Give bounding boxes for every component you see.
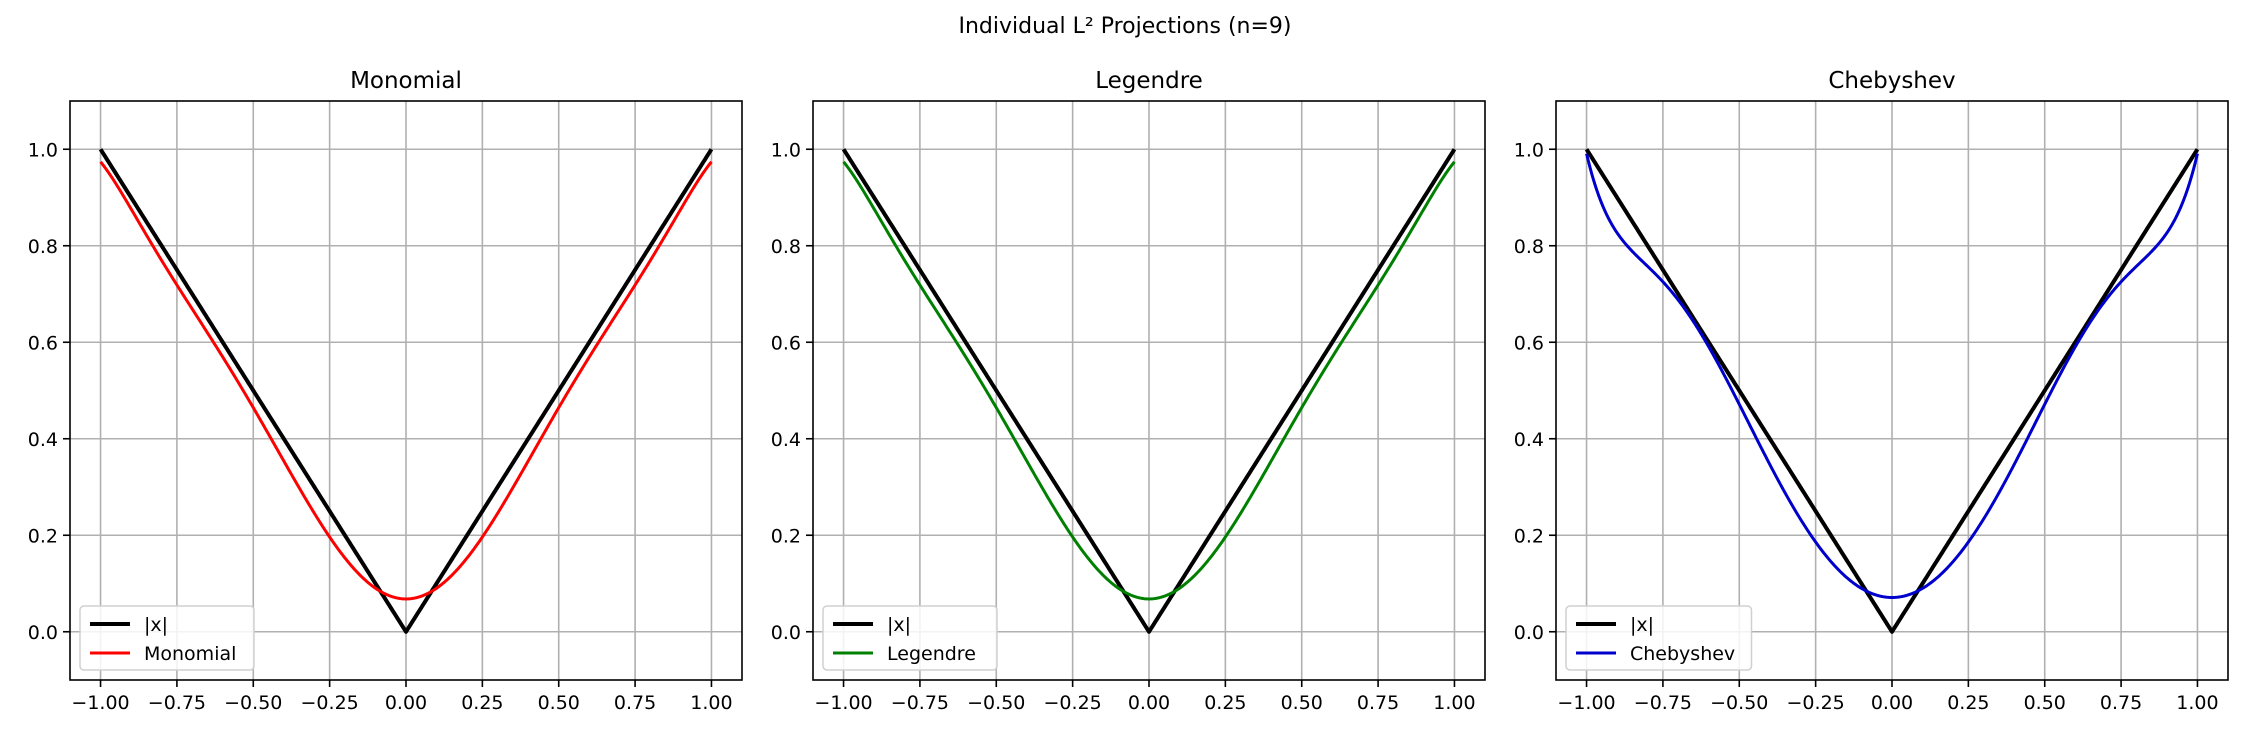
- y-tick-label: 0.6: [771, 332, 801, 354]
- panel-monomial: Monomial −1.00 −0.75 −0.50 −0.25 0.00 0.25 0.50…: [28, 68, 743, 714]
- y-tick-label: 0.2: [28, 525, 58, 547]
- y-tick-label: 0.2: [771, 525, 801, 547]
- legend: |x| Monomial: [79, 605, 255, 671]
- x-tick-label: 0.50: [1281, 692, 1323, 714]
- y-tick-label: 0.6: [28, 332, 58, 354]
- y-tick-label: 0.0: [1514, 622, 1544, 644]
- series-line-legendre: [842, 160, 1456, 601]
- y-tick-label: 0.2: [1514, 525, 1544, 547]
- x-tick-label: 0.00: [1128, 692, 1170, 714]
- y-tick-label: 0.8: [28, 236, 58, 258]
- y-tick-label: 0.4: [771, 429, 801, 451]
- x-tick-label: −0.50: [224, 692, 282, 714]
- legend-label: |x|: [1630, 614, 1654, 636]
- legend: |x| Legendre: [822, 605, 998, 671]
- x-tick-label: −0.75: [1634, 692, 1692, 714]
- y-tick-label: 0.0: [771, 622, 801, 644]
- x-tick-label: 0.75: [2100, 692, 2142, 714]
- gridlines: [813, 101, 1485, 680]
- x-tick-label: −0.50: [1710, 692, 1768, 714]
- x-tick-label: −1.00: [814, 692, 872, 714]
- x-tick-label: 0.25: [461, 692, 503, 714]
- y-tick-label: 1.0: [28, 139, 58, 161]
- x-tick-label: −0.25: [1787, 692, 1845, 714]
- y-tick-label: 1.0: [771, 139, 801, 161]
- y-tick-label: 0.6: [1514, 332, 1544, 354]
- gridlines: [70, 101, 742, 680]
- x-tick-label: 1.00: [2176, 692, 2218, 714]
- series-line-abs: [98, 148, 714, 634]
- series-line-chebyshev: [1585, 153, 2199, 599]
- x-tick-label: 0.75: [614, 692, 656, 714]
- y-tick-label: 0.0: [28, 622, 58, 644]
- legend-label: |x|: [144, 614, 168, 636]
- panel-legendre: Legendre −1.00 −0.75 −0.50 −0.25 0.00 0.25 0.50…: [771, 68, 1486, 714]
- x-tick-label: 0.25: [1204, 692, 1246, 714]
- x-tick-label: −1.00: [1557, 692, 1615, 714]
- legend-label: |x|: [887, 614, 911, 636]
- x-tick-label: 0.25: [1947, 692, 1989, 714]
- x-tick-label: 0.00: [1871, 692, 1913, 714]
- y-tick-label: 0.8: [771, 236, 801, 258]
- x-tick-label: −1.00: [71, 692, 129, 714]
- x-tick-label: −0.75: [891, 692, 949, 714]
- x-tick-label: −0.25: [1044, 692, 1102, 714]
- x-tick-label: 0.00: [385, 692, 427, 714]
- x-tick-label: 1.00: [690, 692, 732, 714]
- panel-title: Monomial: [350, 68, 462, 94]
- legend: |x| Chebyshev: [1565, 605, 1753, 671]
- x-tick-label: 0.50: [2024, 692, 2066, 714]
- y-tick-label: 0.8: [1514, 236, 1544, 258]
- y-tick-label: 0.4: [28, 429, 58, 451]
- x-tick-label: −0.50: [967, 692, 1025, 714]
- y-tick-label: 0.4: [1514, 429, 1544, 451]
- legend-label: Chebyshev: [1630, 643, 1735, 665]
- legend-label: Monomial: [144, 643, 236, 665]
- x-tick-label: 0.50: [538, 692, 580, 714]
- series-line-abs: [841, 148, 1457, 634]
- legend-label: Legendre: [887, 643, 976, 665]
- x-tick-label: −0.25: [301, 692, 359, 714]
- x-tick-label: −0.75: [148, 692, 206, 714]
- chart-panels: Monomial −1.00 −0.75 −0.50 −0.25 0.00 0.25 0.50…: [28, 68, 2229, 714]
- figure-suptitle: Individual L² Projections (n=9): [959, 14, 1292, 39]
- panel-title: Legendre: [1095, 68, 1203, 94]
- gridlines: [1556, 101, 2228, 680]
- series-line-monomial: [99, 160, 713, 601]
- x-tick-label: 0.75: [1357, 692, 1399, 714]
- x-tick-label: 1.00: [1433, 692, 1475, 714]
- series-line-abs: [1584, 148, 2200, 634]
- panel-title: Chebyshev: [1828, 68, 1955, 94]
- panel-chebyshev: Chebyshev −1.00 −0.75 −0.50 −0.25 0.00 0.25 0.5…: [1514, 68, 2229, 714]
- y-tick-label: 1.0: [1514, 139, 1544, 161]
